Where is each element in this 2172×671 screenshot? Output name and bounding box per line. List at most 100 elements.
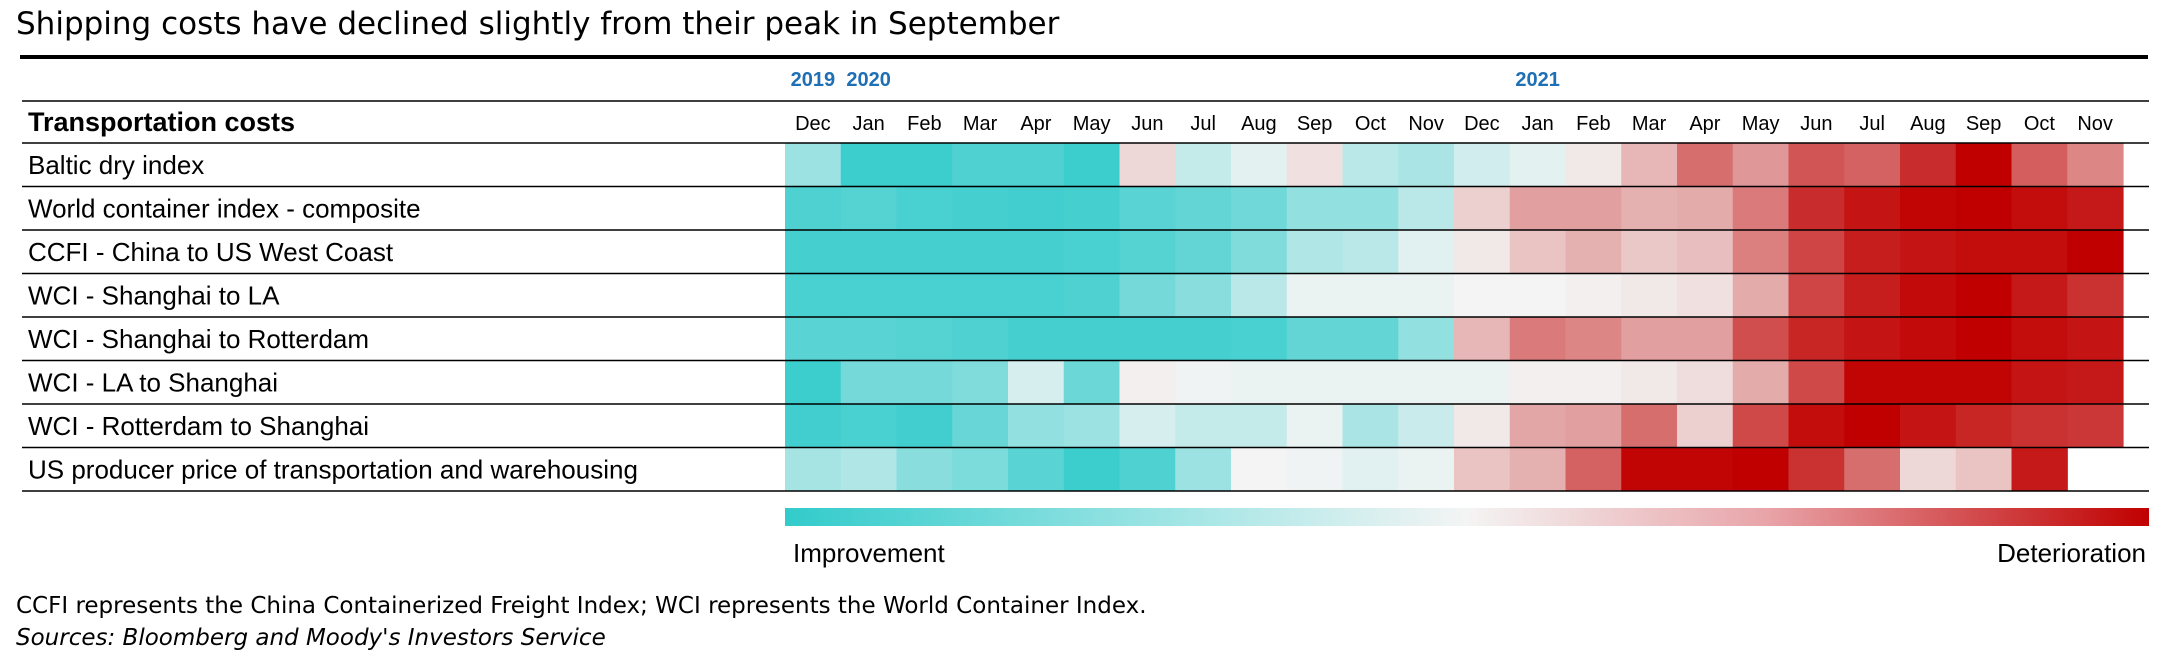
- color-scale-bar: [785, 508, 2149, 526]
- heatmap-cell: [1286, 186, 1344, 230]
- heatmap-cell: [1900, 360, 1957, 404]
- heatmap-cell: [1454, 447, 1511, 491]
- heatmap-cell: [1342, 317, 1399, 361]
- heatmap-cell: [1286, 317, 1344, 361]
- heatmap-cell: [952, 143, 1009, 187]
- month-label: Jan: [1522, 113, 1554, 135]
- heatmap-cell: [1844, 230, 1901, 274]
- heatmap-cell: [1621, 230, 1678, 274]
- heatmap-cell: [1063, 447, 1121, 491]
- heatmap-cell: [1509, 447, 1567, 491]
- year-label: 2020: [846, 69, 891, 91]
- heatmap-cell: [1788, 447, 1845, 491]
- heatmap-cell: [896, 317, 953, 361]
- heatmap-cell: [896, 143, 953, 187]
- month-label: Apr: [1020, 113, 1051, 135]
- heatmap-cell: [2011, 404, 2068, 448]
- heatmap-cell: [1900, 404, 1957, 448]
- month-label: Mar: [1632, 113, 1667, 135]
- heatmap-cell: [1844, 143, 1901, 187]
- heatmap-cell: [1286, 273, 1344, 317]
- heatmap-cell: [1677, 360, 1734, 404]
- heatmap-cell: [1509, 143, 1567, 187]
- heatmap-cell: [2011, 317, 2068, 361]
- source-note: Sources: Bloomberg and Moody's Investors…: [16, 625, 606, 651]
- row-label: Baltic dry index: [28, 150, 204, 180]
- heatmap-cell: [1119, 143, 1176, 187]
- header-label: Transportation costs: [28, 107, 295, 137]
- heatmap-cell: [1398, 273, 1455, 317]
- year-label: 2019: [791, 69, 836, 91]
- heatmap-cell: [1788, 360, 1845, 404]
- heatmap-cell: [840, 360, 898, 404]
- heatmap-cell: [840, 273, 898, 317]
- heatmap-cell: [1286, 230, 1344, 274]
- heatmap-cell: [896, 273, 953, 317]
- heatmap-cell: [1677, 317, 1734, 361]
- heatmap-cell: [1008, 186, 1065, 230]
- heatmap-cell: [952, 273, 1009, 317]
- heatmap-cell: [1677, 273, 1734, 317]
- heatmap-cell: [2067, 143, 2124, 187]
- heatmap-cell: [1342, 360, 1399, 404]
- month-label: Oct: [2024, 113, 2056, 135]
- heatmap-cell: [840, 186, 898, 230]
- heatmap-cell: [1398, 360, 1455, 404]
- heatmap-cell: [1788, 230, 1845, 274]
- heatmap-cell: [840, 143, 898, 187]
- heatmap-chart: 2019 2020 2021 Transportation costs Dec Jan Fe…: [22, 69, 2149, 492]
- heatmap-cell: [1621, 360, 1678, 404]
- heatmap-cell: [952, 360, 1009, 404]
- heatmap-cell: [1565, 186, 1622, 230]
- heatmap-cell: [1955, 143, 2013, 187]
- heatmap-cell: [1398, 143, 1455, 187]
- month-label: Dec: [795, 113, 831, 135]
- heatmap-cell: [1621, 273, 1678, 317]
- heatmap-cell: [1175, 404, 1232, 448]
- heatmap-cell: [896, 230, 953, 274]
- heatmap-cell: [1119, 230, 1176, 274]
- month-label: Sep: [1966, 113, 2002, 135]
- heatmap-cell: [1454, 186, 1511, 230]
- heatmap-cell: [1175, 143, 1232, 187]
- heatmap-cell: [1119, 404, 1176, 448]
- month-label: Jan: [853, 113, 885, 135]
- month-label: Dec: [1464, 113, 1500, 135]
- heatmap-cell: [1900, 447, 1957, 491]
- heatmap-cell: [2067, 230, 2124, 274]
- heatmap-cell: [1900, 230, 1957, 274]
- heatmap-cell: [840, 230, 898, 274]
- heatmap-cell: [1509, 317, 1567, 361]
- heatmap-cell: [1677, 447, 1734, 491]
- heatmap-cell: [1398, 230, 1455, 274]
- heatmap-cell: [1231, 143, 1288, 187]
- row-label: US producer price of transportation and …: [28, 454, 638, 484]
- heatmap-cell: [1119, 186, 1176, 230]
- heatmap-cell: [1900, 143, 1957, 187]
- heatmap-cell: [2067, 273, 2124, 317]
- heatmap-cell: [1788, 143, 1845, 187]
- heatmap-cell: [1955, 360, 2013, 404]
- heatmap-cell: [2011, 273, 2068, 317]
- heatmap-cell: [785, 273, 842, 317]
- heatmap-cell: [1008, 404, 1065, 448]
- heatmap-cell: [1398, 317, 1455, 361]
- month-label: May: [1742, 113, 1780, 135]
- heatmap-cell: [1844, 360, 1901, 404]
- month-label: Nov: [2077, 113, 2113, 135]
- heatmap-cell: [1844, 317, 1901, 361]
- heatmap-cell: [1119, 447, 1176, 491]
- heatmap-cell: [1955, 447, 2013, 491]
- heatmap-cell: [1342, 447, 1399, 491]
- heatmap-cell: [1955, 186, 2013, 230]
- row-label: WCI - LA to Shanghai: [28, 367, 278, 397]
- row-label: WCI - Shanghai to LA: [28, 280, 280, 310]
- heatmap-cell: [1398, 447, 1455, 491]
- month-label: Feb: [907, 113, 941, 135]
- title-rule: [20, 55, 2148, 59]
- row-label: WCI - Rotterdam to Shanghai: [28, 411, 369, 441]
- heatmap-cell: [1732, 143, 1790, 187]
- heatmap-cell: [1677, 404, 1734, 448]
- heatmap-cell: [1119, 317, 1176, 361]
- heatmap-cell: [1119, 360, 1176, 404]
